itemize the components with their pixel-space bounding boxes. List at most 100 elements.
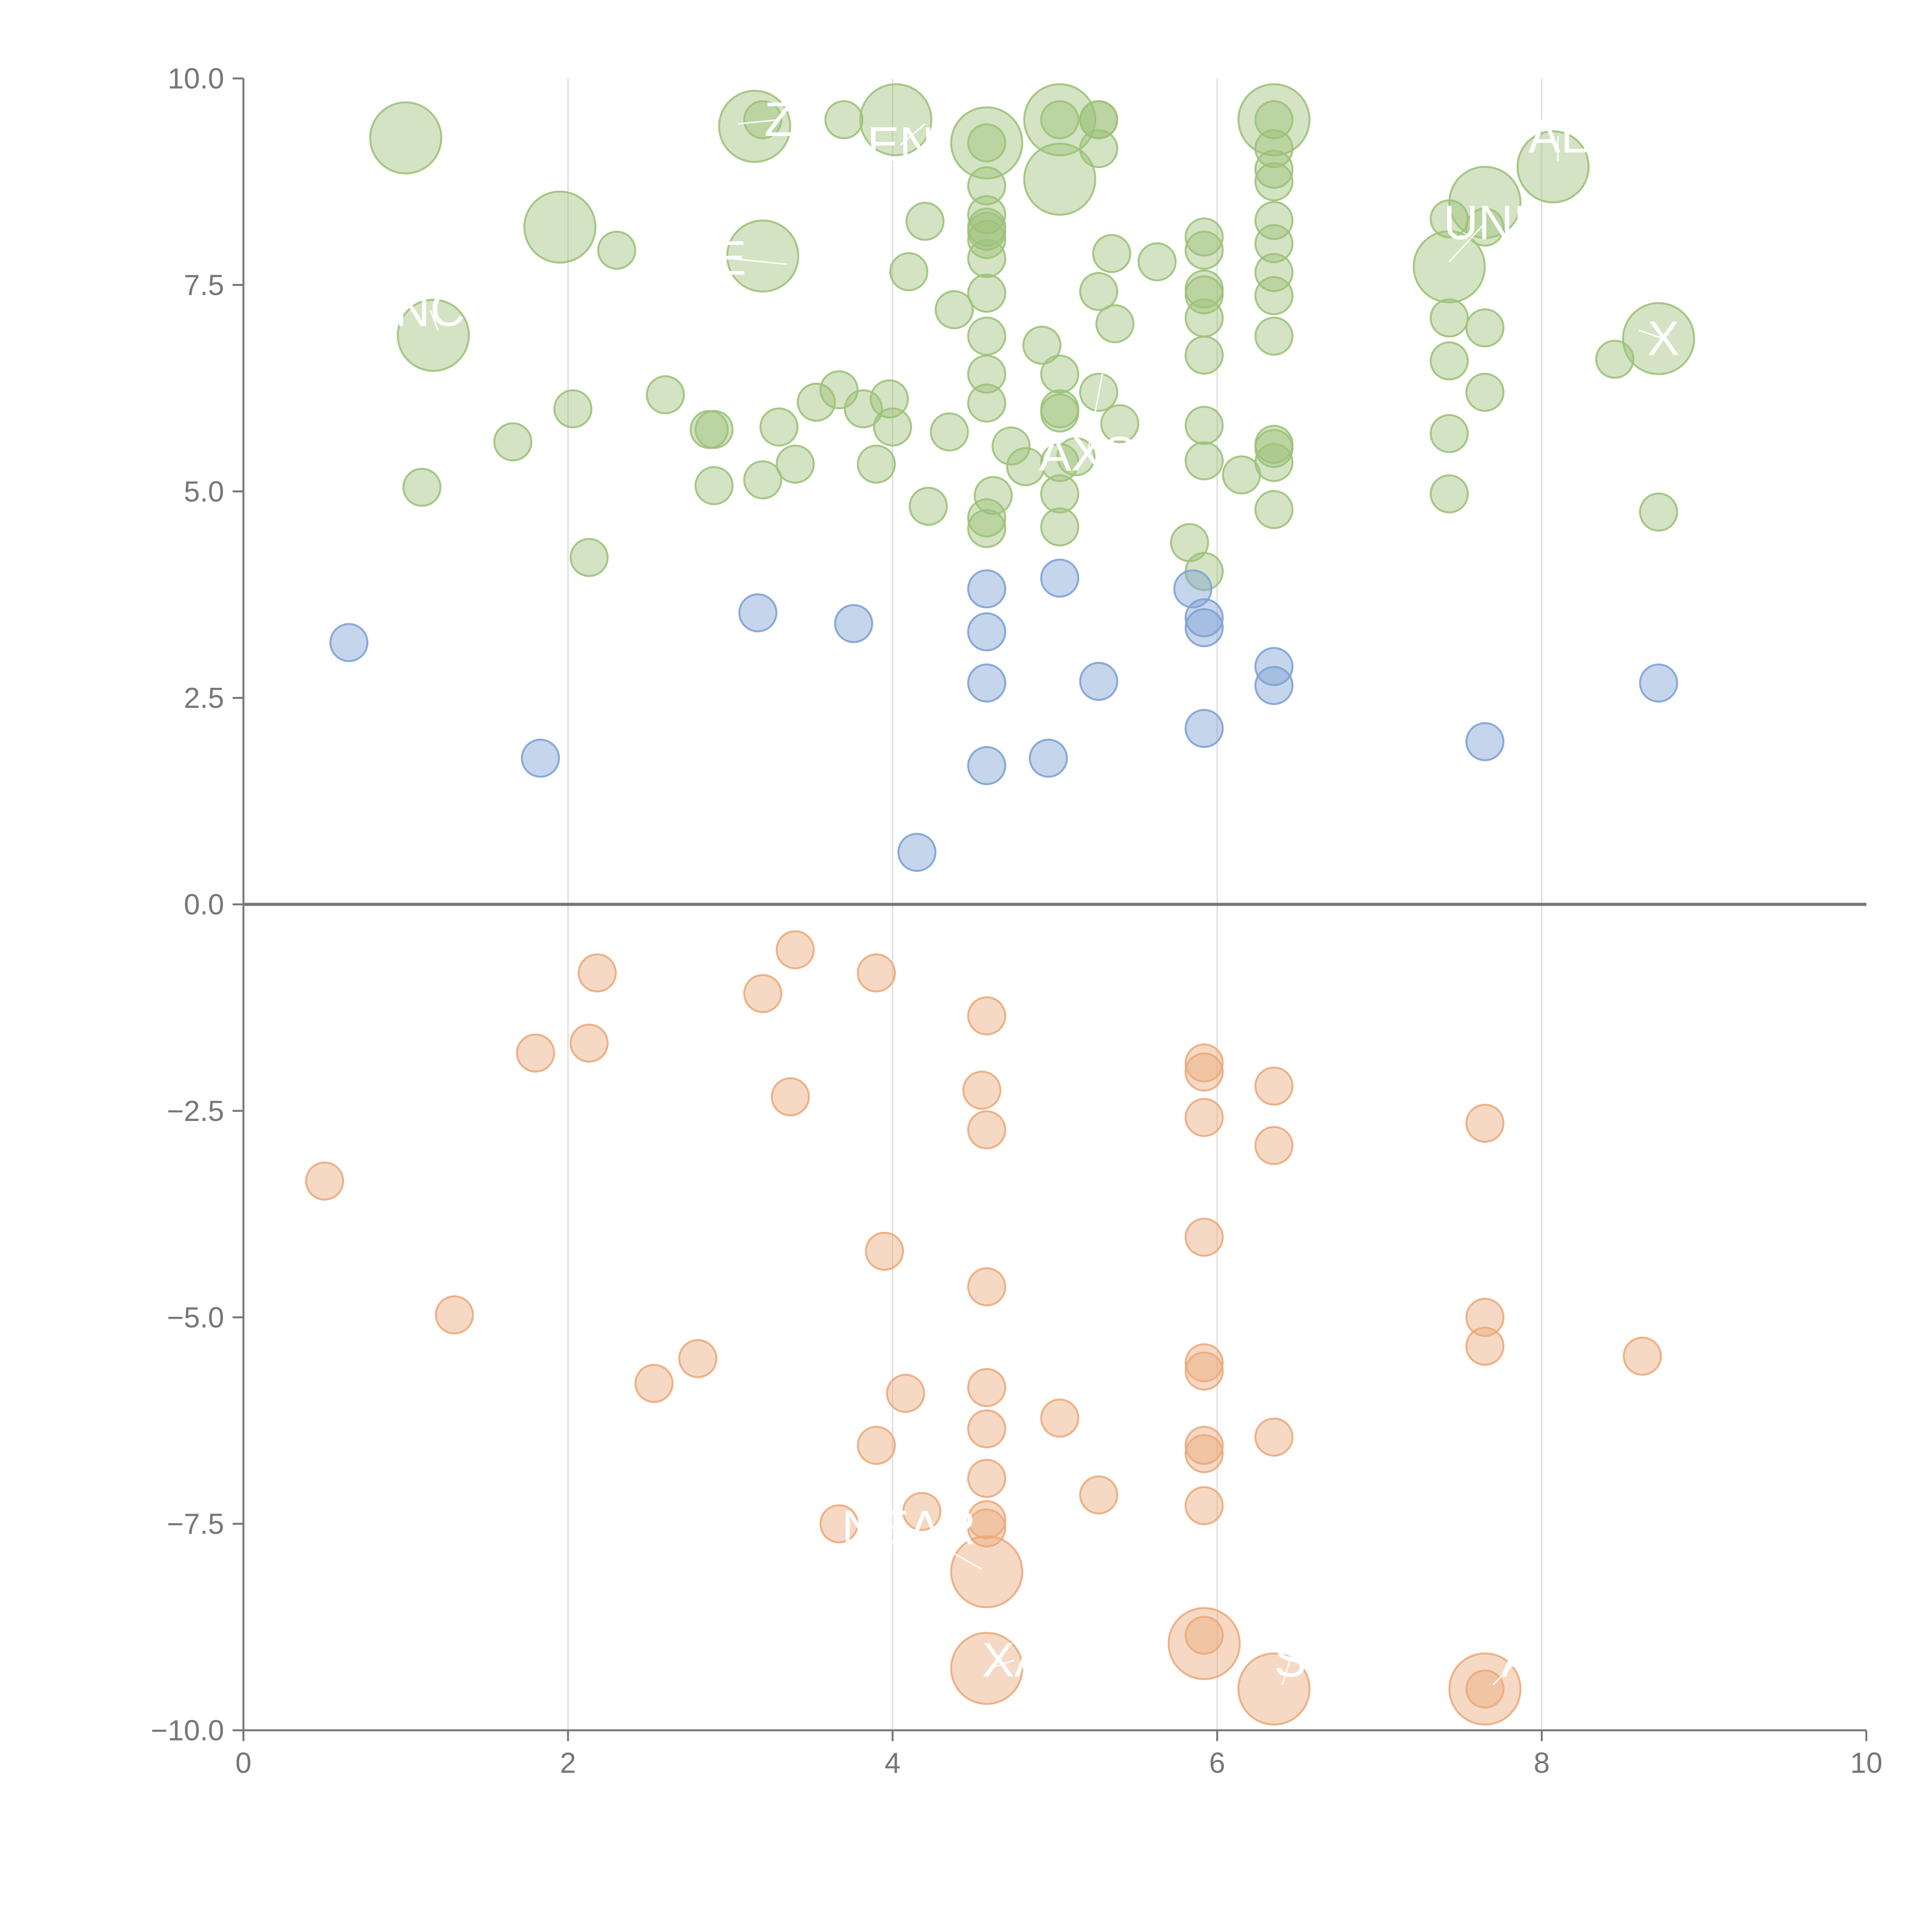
scatter-point: [1254, 150, 1294, 189]
annotation-leader: [1639, 330, 1664, 340]
bubble-label: E: [714, 231, 746, 285]
scatter-point: [897, 833, 937, 872]
scatter-point: [1184, 1098, 1224, 1137]
scatter-point: [886, 1374, 925, 1413]
scatter-point: [743, 974, 782, 1013]
x-tick-label: 2: [560, 1747, 576, 1779]
scatter-point: [1254, 429, 1294, 468]
scatter-point: [738, 593, 777, 633]
scatter-point: [1622, 1337, 1662, 1376]
scatter-point: [1254, 129, 1294, 168]
bubble-label: EN: [867, 117, 934, 171]
scatter-point: [1079, 1475, 1118, 1515]
scatter-point: [1040, 354, 1080, 394]
scatter-point: [1237, 1652, 1311, 1726]
annotation-leader: [429, 309, 439, 331]
scatter-point: [819, 1504, 859, 1544]
scatter-point: [1254, 253, 1294, 292]
scatter-point: [1639, 663, 1678, 703]
scatter-point: [967, 1500, 1007, 1539]
scatter-point: [1079, 272, 1118, 311]
scatter-point: [396, 299, 470, 372]
annotation-leader: [990, 1659, 1015, 1669]
y-tick-label: −5.0: [167, 1301, 224, 1333]
scatter-point: [1056, 437, 1096, 476]
scatter-point: [1516, 130, 1590, 204]
y-tick-label: −7.5: [167, 1508, 224, 1540]
scatter-point: [967, 316, 1007, 356]
scatter-point: [1184, 1434, 1224, 1473]
scatter-point: [1040, 100, 1080, 139]
scatter-point: [1184, 598, 1224, 638]
y-tick-label: −10.0: [151, 1714, 224, 1747]
y-tick-label: 0.0: [184, 888, 224, 921]
scatter-point: [1184, 275, 1224, 315]
scatter-point: [1079, 100, 1118, 139]
scatter-point: [1254, 162, 1294, 201]
scatter-point: [634, 1364, 674, 1403]
scatter-point: [694, 466, 734, 505]
x-tick-label: 10: [1850, 1747, 1882, 1779]
scatter-point: [1040, 474, 1080, 514]
scatter-point: [1254, 490, 1294, 529]
scatter-point: [1095, 304, 1134, 344]
points-layer: [305, 83, 1695, 1726]
scatter-point: [1254, 316, 1294, 356]
scatter-point: [694, 410, 734, 449]
scatter-point: [1029, 738, 1068, 778]
scatter-point: [967, 569, 1007, 609]
scatter-point: [859, 83, 932, 156]
scatter-point: [329, 623, 369, 662]
scatter-point: [857, 444, 896, 484]
scatter-point: [962, 1070, 1002, 1110]
scatter-point: [1079, 662, 1118, 701]
scatter-point: [553, 389, 593, 429]
bubble-label: NEAR: [842, 1501, 976, 1554]
scatter-point: [1022, 325, 1061, 365]
scatter-point: [1254, 1126, 1294, 1165]
scatter-point: [759, 407, 799, 447]
annotation-leader: [1087, 367, 1104, 454]
scatter-point: [1237, 83, 1311, 156]
scatter-point: [824, 100, 864, 139]
scatter-point: [992, 426, 1031, 466]
scatter-point: [1254, 201, 1294, 240]
scatter-point: [1184, 1351, 1224, 1391]
scatter-point: [1184, 1426, 1224, 1465]
scatter-point: [1254, 276, 1294, 315]
annotation-leader: [738, 119, 779, 125]
scatter-point: [1254, 1417, 1294, 1457]
scatter-point: [844, 389, 883, 429]
scatter-point: [1465, 722, 1505, 761]
scatter-point: [1040, 393, 1080, 433]
scatter-point: [1184, 298, 1224, 338]
scatter-point: [1465, 308, 1505, 348]
scatter-point: [1184, 709, 1224, 748]
scatter-point: [834, 604, 873, 643]
x-tick-label: 8: [1534, 1747, 1550, 1779]
scatter-point: [1092, 234, 1131, 273]
annotation-leader: [1449, 222, 1486, 262]
scatter-point: [967, 1267, 1007, 1306]
scatter-point: [967, 509, 1007, 548]
annotation-leader: [1281, 1660, 1291, 1685]
scatter-point: [570, 538, 609, 577]
scatter-point: [902, 1492, 942, 1531]
scatter-point: [967, 663, 1007, 703]
scatter-point: [1430, 414, 1469, 453]
y-tick-label: 5.0: [184, 475, 224, 508]
scatter-point: [967, 239, 1007, 278]
annotation-leader: [900, 123, 926, 145]
scatter-point: [1184, 608, 1224, 647]
scatter-point: [967, 383, 1007, 423]
bubble-label: Z: [764, 93, 794, 146]
scatter-point: [797, 383, 836, 422]
scatter-point: [1413, 230, 1486, 303]
scatter-point: [967, 1368, 1007, 1407]
scatter-point: [967, 746, 1007, 785]
y-tick-label: −2.5: [167, 1095, 224, 1127]
scatter-point: [967, 274, 1007, 313]
scatter-point: [967, 1110, 1007, 1150]
scatter-point: [1040, 1398, 1080, 1438]
